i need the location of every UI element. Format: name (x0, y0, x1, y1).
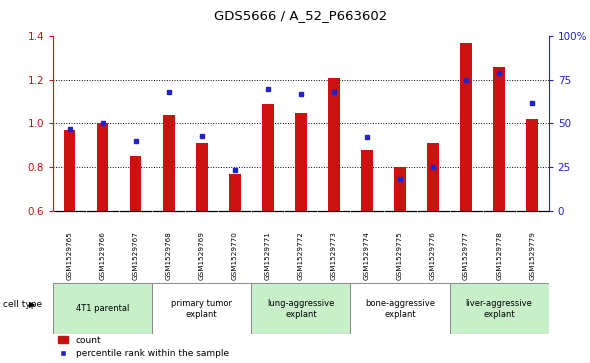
Bar (350, 283, 450, 334)
Bar (262, 104, 274, 211)
Bar (460, 43, 472, 211)
Text: GSM1529770: GSM1529770 (232, 231, 238, 280)
Text: GSM1529778: GSM1529778 (496, 231, 502, 280)
Bar (196, 143, 208, 211)
Bar (328, 78, 340, 211)
Bar (526, 119, 538, 211)
Text: GSM1529775: GSM1529775 (397, 231, 403, 280)
Text: GSM1529774: GSM1529774 (364, 231, 370, 280)
Text: bone-aggressive
explant: bone-aggressive explant (365, 298, 435, 319)
Text: GSM1529776: GSM1529776 (430, 231, 436, 280)
Text: GSM1529765: GSM1529765 (67, 231, 73, 280)
Text: GSM1529779: GSM1529779 (529, 231, 535, 280)
Bar (152, 283, 251, 334)
Text: GSM1529766: GSM1529766 (100, 231, 106, 280)
Text: GSM1529771: GSM1529771 (265, 231, 271, 280)
Bar (64, 130, 76, 211)
Bar (295, 113, 307, 211)
Text: GDS5666 / A_52_P663602: GDS5666 / A_52_P663602 (214, 9, 388, 22)
Bar (53, 283, 152, 334)
Text: GSM1529767: GSM1529767 (133, 231, 139, 280)
Text: primary tumor
explant: primary tumor explant (171, 298, 232, 319)
Bar (450, 283, 549, 334)
Text: GSM1529773: GSM1529773 (331, 231, 337, 280)
Text: liver-aggressive
explant: liver-aggressive explant (466, 298, 533, 319)
Bar (427, 143, 439, 211)
Text: GSM1529777: GSM1529777 (463, 231, 469, 280)
Bar (251, 283, 350, 334)
Bar (493, 67, 505, 211)
Bar (163, 115, 175, 211)
Bar (361, 150, 373, 211)
Text: GSM1529768: GSM1529768 (166, 231, 172, 280)
Bar (229, 174, 241, 211)
Text: cell type: cell type (3, 301, 42, 309)
Text: lung-aggressive
explant: lung-aggressive explant (267, 298, 335, 319)
Bar (130, 156, 142, 211)
Bar (97, 123, 109, 211)
Text: GSM1529769: GSM1529769 (199, 231, 205, 280)
Text: 4T1 parental: 4T1 parental (76, 304, 129, 313)
Legend: count, percentile rank within the sample: count, percentile rank within the sample (58, 336, 229, 359)
Bar (394, 167, 406, 211)
Text: GSM1529772: GSM1529772 (298, 231, 304, 280)
Text: ▶: ▶ (29, 301, 36, 309)
